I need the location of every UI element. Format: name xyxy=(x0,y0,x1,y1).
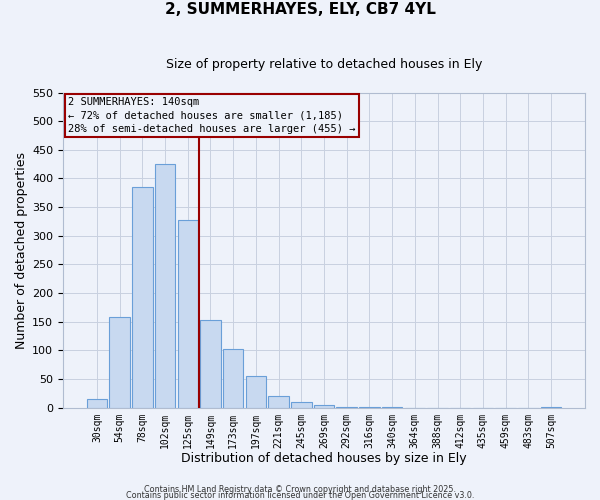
Bar xyxy=(359,407,380,408)
Title: Size of property relative to detached houses in Ely: Size of property relative to detached ho… xyxy=(166,58,482,70)
Bar xyxy=(109,317,130,408)
Bar xyxy=(87,399,107,407)
Text: 2 SUMMERHAYES: 140sqm
← 72% of detached houses are smaller (1,185)
28% of semi-d: 2 SUMMERHAYES: 140sqm ← 72% of detached … xyxy=(68,97,356,134)
Text: 2, SUMMERHAYES, ELY, CB7 4YL: 2, SUMMERHAYES, ELY, CB7 4YL xyxy=(164,2,436,18)
Bar xyxy=(132,187,152,408)
Text: Contains public sector information licensed under the Open Government Licence v3: Contains public sector information licen… xyxy=(126,490,474,500)
Bar xyxy=(223,350,244,408)
Bar xyxy=(155,164,175,408)
Bar xyxy=(314,405,334,407)
Bar xyxy=(200,320,221,408)
Bar xyxy=(541,407,561,408)
Bar xyxy=(245,376,266,408)
Bar xyxy=(337,406,357,408)
Y-axis label: Number of detached properties: Number of detached properties xyxy=(15,152,28,348)
Text: Contains HM Land Registry data © Crown copyright and database right 2025.: Contains HM Land Registry data © Crown c… xyxy=(144,484,456,494)
Bar xyxy=(178,220,198,408)
Bar xyxy=(291,402,311,407)
X-axis label: Distribution of detached houses by size in Ely: Distribution of detached houses by size … xyxy=(181,452,467,465)
Bar xyxy=(268,396,289,407)
Bar xyxy=(382,407,403,408)
